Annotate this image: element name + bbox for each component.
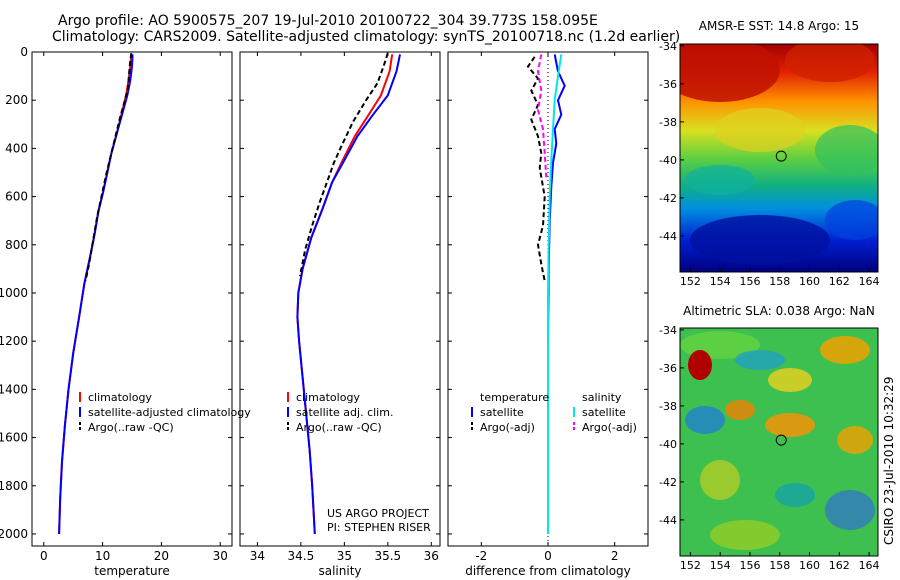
sst-map-ytick-label: -42 bbox=[659, 192, 677, 205]
depth-tick-label: 2000 bbox=[0, 527, 28, 541]
temperature-series-satellite-adjusted-climatology bbox=[58, 54, 134, 535]
depth-tick-label: 400 bbox=[5, 141, 28, 155]
sla-map-xtick-label: 152 bbox=[680, 559, 701, 572]
temperature-legend-label: satellite-adjusted climatology bbox=[88, 406, 251, 419]
sla-map-ytick-label: -40 bbox=[659, 438, 677, 451]
salinity-series-argo-raw-qc- bbox=[299, 52, 389, 277]
sst-map-panel: AMSR-E SST: 14.8 Argo: 15 152 154 156 158 16… bbox=[659, 19, 880, 288]
difference-legend-label: satellite bbox=[582, 406, 626, 419]
sla-map-ytick-label: -34 bbox=[659, 324, 677, 337]
salinity-series-satellite-adj-clim- bbox=[296, 54, 401, 535]
depth-tick-label: 1400 bbox=[0, 382, 28, 396]
difference-series-salinity-argo-adj- bbox=[536, 54, 548, 178]
sst-map-xtick-label: 156 bbox=[739, 275, 760, 288]
sst-map-axes: 152 154 156 158 160 162 164 -34 -36 -38 -40 -42 -44 bbox=[659, 40, 880, 288]
sla-map-xtick-label: 156 bbox=[739, 559, 760, 572]
salinity-legend-label: satellite adj. clim. bbox=[296, 406, 393, 419]
difference-xtick-label: -2 bbox=[475, 549, 487, 563]
depth-tick-label: 0 bbox=[20, 45, 28, 59]
project-note-line-1: US ARGO PROJECT bbox=[327, 507, 429, 520]
sst-map-xtick-label: 162 bbox=[829, 275, 850, 288]
sla-map-xtick-label: 154 bbox=[710, 559, 731, 572]
salinity-xtick-label: 35.5 bbox=[374, 549, 401, 563]
salinity-xtick-label: 36 bbox=[424, 549, 439, 563]
difference-xtick-label: 0 bbox=[544, 549, 552, 563]
sla-map-panel: Altimetric SLA: 0.038 Argo: NaN 152 154 15… bbox=[659, 304, 880, 572]
temperature-legend-label: climatology bbox=[88, 391, 152, 404]
sla-map-title: Altimetric SLA: 0.038 Argo: NaN bbox=[683, 304, 875, 318]
timestamp-side-label: CSIRO 23-Jul-2010 10:32:29 bbox=[882, 377, 896, 545]
salinity-axes-box bbox=[239, 51, 441, 547]
figure-title-line-1: Argo profile: AO 5900575_207 19-Jul-2010… bbox=[58, 13, 598, 29]
sla-map-ytick-label: -42 bbox=[659, 476, 677, 489]
salinity-legend-label: climatology bbox=[296, 391, 360, 404]
salinity-legend-label: Argo(..raw -QC) bbox=[296, 421, 382, 434]
sst-map-xtick-label: 152 bbox=[680, 275, 701, 288]
salinity-xtick-label: 34.5 bbox=[288, 549, 315, 563]
temperature-panel: 0 10 20 30 0 200 400 600 800 1000 1200 1400 1600 1800… bbox=[0, 45, 251, 578]
difference-legend-label: satellite bbox=[480, 406, 524, 419]
sst-argo-marker bbox=[775, 150, 787, 162]
sla-map-xtick-label: 162 bbox=[829, 559, 850, 572]
depth-tick-label: 600 bbox=[5, 190, 28, 204]
legend-temperature-title: temperature bbox=[480, 391, 549, 404]
depth-tick-label: 800 bbox=[5, 238, 28, 252]
temperature-series-climatology bbox=[58, 54, 133, 535]
salinity-xlabel: salinity bbox=[318, 564, 361, 578]
temperature-xtick-label: 10 bbox=[95, 549, 110, 563]
depth-tick-label: 1800 bbox=[0, 479, 28, 493]
sla-map-xtick-label: 158 bbox=[769, 559, 790, 572]
sst-map-xtick-label: 164 bbox=[859, 275, 880, 288]
depth-tick-label: 200 bbox=[5, 93, 28, 107]
project-note-line-2: PI: STEPHEN RISER bbox=[327, 521, 431, 534]
sla-map-ytick-label: -44 bbox=[659, 514, 677, 527]
temperature-xtick-label: 20 bbox=[154, 549, 169, 563]
sst-map-ytick-label: -36 bbox=[659, 78, 677, 91]
temperature-axes-box bbox=[31, 51, 233, 547]
difference-legend-label: Argo(-adj) bbox=[480, 421, 535, 434]
depth-tick-label: 1000 bbox=[0, 286, 28, 300]
sla-map-ytick-label: -38 bbox=[659, 400, 677, 413]
depth-tick-label: 1200 bbox=[0, 334, 28, 348]
temperature-xlabel: temperature bbox=[94, 564, 169, 578]
legend-salinity-title: salinity bbox=[582, 391, 622, 404]
sst-map-xtick-label: 160 bbox=[799, 275, 820, 288]
temperature-xtick-label: 30 bbox=[213, 549, 228, 563]
temperature-series-argo-raw-qc- bbox=[84, 53, 133, 282]
depth-tick-label: 1600 bbox=[0, 431, 28, 445]
sla-map-xtick-label: 164 bbox=[859, 559, 880, 572]
sla-map-xtick-label: 160 bbox=[799, 559, 820, 572]
sst-map-ytick-label: -34 bbox=[659, 40, 677, 53]
sst-map-ytick-label: -40 bbox=[659, 154, 677, 167]
sst-map-title: AMSR-E SST: 14.8 Argo: 15 bbox=[699, 19, 859, 33]
salinity-series-climatology bbox=[296, 54, 394, 535]
sla-argo-marker bbox=[775, 434, 787, 446]
difference-series-salinity-satellite bbox=[547, 54, 563, 534]
salinity-panel: 34 34.5 35 35.5 36 salinity climatology satelli… bbox=[239, 51, 441, 578]
difference-series-temperature-argo-adj- bbox=[526, 56, 546, 282]
salinity-xtick-label: 34 bbox=[250, 549, 265, 563]
sla-map-axes: 152 154 156 158 160 162 164 -34 -36 -38 -40 -42 -44 bbox=[659, 324, 880, 572]
sst-map-ytick-label: -44 bbox=[659, 230, 677, 243]
sst-map-ytick-label: -38 bbox=[659, 116, 677, 129]
salinity-xtick-label: 35 bbox=[337, 549, 352, 563]
difference-xlabel: difference from climatology bbox=[465, 564, 631, 578]
sla-map-ytick-label: -36 bbox=[659, 362, 677, 375]
difference-xtick-label: 2 bbox=[611, 549, 619, 563]
temperature-legend-label: Argo(..raw -QC) bbox=[88, 421, 174, 434]
difference-legend-label: Argo(-adj) bbox=[582, 421, 637, 434]
sst-map-xtick-label: 158 bbox=[769, 275, 790, 288]
figure-title-line-2: Climatology: CARS2009. Satellite-adjuste… bbox=[52, 29, 681, 45]
temperature-xtick-label: 0 bbox=[40, 549, 48, 563]
difference-series-temperature-satellite bbox=[547, 54, 566, 534]
sst-map-field bbox=[680, 44, 878, 272]
sla-map-field bbox=[680, 328, 878, 556]
sst-map-xtick-label: 154 bbox=[710, 275, 731, 288]
